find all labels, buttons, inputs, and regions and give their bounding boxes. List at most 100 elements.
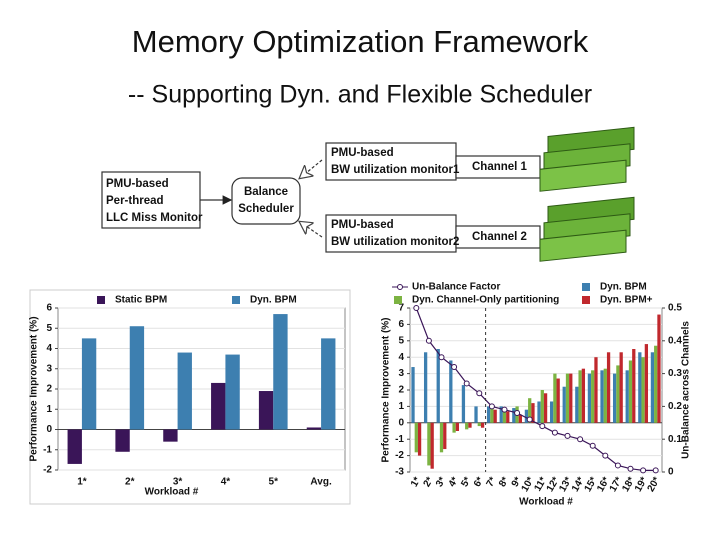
bar: [641, 357, 645, 423]
node-label: PMU-based: [331, 219, 394, 231]
y-tick-label: 0: [46, 424, 52, 435]
bar: [543, 393, 548, 423]
node-label: Scheduler: [238, 203, 294, 215]
point: [589, 442, 596, 449]
y-tick-label: 3: [46, 363, 52, 374]
legend-swatch: [397, 284, 403, 290]
bar: [225, 354, 240, 430]
bar: [553, 373, 557, 423]
y2-tick-label: 0.5: [668, 303, 682, 314]
point: [602, 452, 609, 459]
x-tick-label: 7*: [485, 475, 499, 489]
bar: [603, 368, 607, 423]
point: [614, 462, 621, 469]
node-label: Channel 1: [472, 161, 528, 173]
bar: [565, 373, 570, 423]
node-label: LLC Miss Monitor: [106, 212, 203, 224]
y-tick-label: 1: [398, 401, 404, 412]
x-tick-label: 4*: [221, 477, 231, 488]
point: [451, 364, 458, 371]
bar: [499, 406, 503, 423]
bar: [436, 349, 440, 423]
bar: [594, 357, 598, 423]
arrow: [300, 159, 323, 178]
x-tick-label: Avg.: [310, 477, 332, 488]
bar: [657, 314, 661, 423]
bar: [163, 429, 178, 442]
x-axis-title: Workload #: [519, 497, 573, 508]
x-tick-label: 4*: [447, 475, 461, 489]
y-tick-label: 7: [398, 303, 404, 314]
point: [640, 467, 647, 474]
bar: [569, 373, 573, 423]
y-tick-label: 3: [398, 368, 404, 379]
bar: [562, 386, 566, 423]
bar: [506, 411, 510, 423]
bar: [578, 370, 582, 423]
point: [526, 416, 533, 423]
bar: [465, 422, 469, 430]
point: [501, 406, 508, 413]
legend-swatch: [232, 296, 240, 304]
y-tick-label: -1: [43, 444, 52, 455]
point: [627, 465, 634, 472]
bar: [486, 406, 491, 423]
x-tick-label: 20*: [646, 475, 663, 494]
point: [577, 436, 584, 443]
bar: [502, 408, 507, 423]
bar: [616, 365, 620, 423]
bar: [115, 429, 130, 452]
x-tick-label: 2*: [422, 475, 436, 489]
x-tick-label: 2*: [125, 477, 135, 488]
bar: [468, 422, 472, 428]
node-label: PMU-based: [331, 147, 394, 159]
bar: [619, 352, 623, 423]
bar: [177, 352, 192, 430]
y-tick-label: 0: [398, 417, 404, 428]
bar: [490, 406, 494, 423]
bar: [480, 422, 485, 428]
y-tick-label: -1: [395, 434, 404, 445]
x-tick-label: 5*: [459, 475, 473, 489]
x-tick-label: 1*: [409, 475, 423, 489]
bar: [430, 422, 434, 469]
bar: [650, 352, 655, 423]
point: [551, 429, 558, 436]
legend-swatch: [97, 296, 105, 304]
bar: [474, 406, 478, 423]
legend-label: Static BPM: [115, 295, 167, 306]
bar: [493, 409, 497, 423]
bar: [556, 378, 560, 423]
bar: [321, 338, 336, 430]
bar: [537, 401, 541, 423]
bar: [414, 422, 418, 453]
y-tick-label: 6: [46, 303, 52, 314]
node-label: Balance: [244, 186, 288, 198]
bar: [449, 360, 453, 423]
x-tick-label: 5*: [269, 477, 279, 488]
y-tick-label: 1: [46, 404, 52, 415]
y2-tick-label: 0.2: [668, 401, 682, 412]
bar: [67, 429, 82, 464]
y2-tick-label: 0.1: [668, 434, 682, 445]
bar: [258, 391, 274, 430]
y-axis-title: Performance Improvement (%): [381, 317, 392, 462]
x-tick-label: 3*: [434, 475, 448, 489]
legend-swatch: [582, 296, 590, 304]
legend-label: Dyn. BPM: [250, 295, 297, 306]
bar: [211, 382, 226, 430]
y2-tick-label: 0.3: [668, 368, 682, 379]
bar: [632, 349, 636, 423]
x-tick-label: 6*: [472, 475, 486, 489]
legend-label: Dyn. Channel-Only partitioning: [412, 295, 559, 306]
dimm: [539, 229, 627, 262]
diagram: [101, 142, 541, 253]
point: [438, 354, 445, 361]
y2-tick-label: 0.4: [668, 335, 682, 346]
bar: [423, 352, 428, 423]
node-label: BW utilization monitor1: [331, 164, 460, 176]
box: [101, 171, 201, 229]
bar: [439, 422, 444, 453]
y-tick-label: 2: [398, 385, 404, 396]
bar: [273, 314, 288, 430]
